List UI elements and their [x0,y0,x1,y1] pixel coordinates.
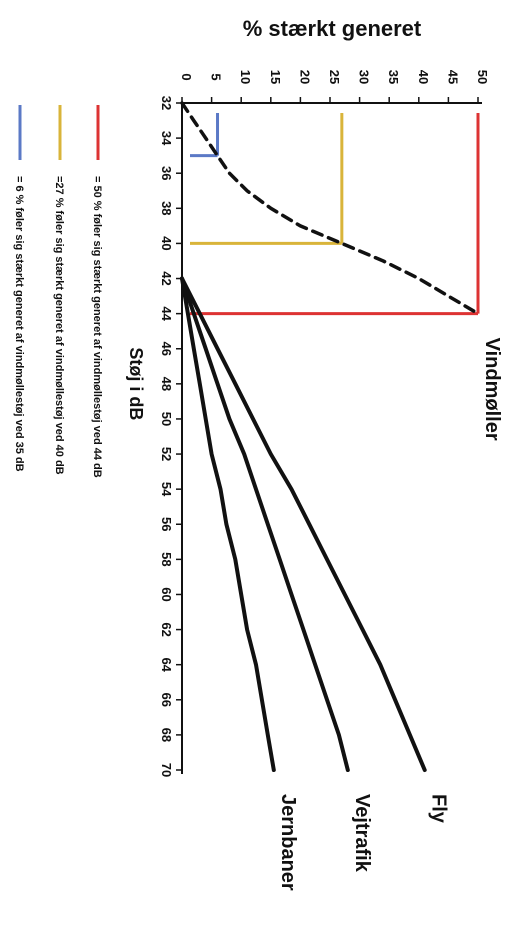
y-tick-label: 45 [445,70,460,84]
x-axis-label: Støj i dB [126,347,146,420]
y-tick-label: 30 [357,70,372,84]
series-label-vindmøller: Vindmøller [481,338,503,441]
x-tick-label: 38 [159,201,174,215]
x-tick-label: 46 [159,342,174,356]
x-tick-label: 42 [159,271,174,285]
legend-text: = 50 % føler sig stærkt generet af vindm… [91,176,103,478]
plot-area: 0 5 10 15 20 25 30 35 40 45 50 32 34 36 38 40 42 44 46 48 50… [159,70,503,891]
y-tick-label: 40 [416,70,431,84]
y-tick-label: 20 [297,70,312,84]
y-tick-label: 10 [238,70,253,84]
x-tick-label: 52 [159,447,174,461]
legend-text: =27 % føler sig stærkt generet af vindmø… [53,176,65,475]
y-tick-label: 25 [327,70,342,84]
x-tick-label: 50 [159,412,174,426]
series-line-vejtrafik [180,276,350,772]
x-tick-label: 56 [159,517,174,531]
x-tick-label: 58 [159,552,174,566]
series-label-vejtrafik: Vejtrafik [351,794,373,873]
x-tick-label: 70 [159,763,174,777]
series-group [180,101,480,772]
series-line-fly [180,276,427,772]
y-tick-label: 50 [475,70,490,84]
chart-title: % stærkt generet [243,16,422,41]
ticks-group: 0 5 10 15 20 25 30 35 40 45 50 32 34 36 38 40 42 44 46 48 50… [159,70,490,777]
x-tick-label: 36 [159,166,174,180]
legend: = 50 % føler sig stærkt generet af vindm… [13,105,103,478]
x-tick-label: 68 [159,728,174,742]
x-tick-label: 48 [159,377,174,391]
x-tick-label: 40 [159,236,174,250]
axes-group [181,102,482,774]
x-tick-label: 64 [159,657,174,672]
series-line-jernbaner [180,276,276,772]
x-tick-label: 32 [159,96,174,110]
series-label-jernbaner: Jernbaner [277,794,299,891]
markers-group [190,113,480,316]
series-labels-group: Vindmøller Fly Vejtrafik Jernbaner [277,338,503,891]
legend-text: = 6 % føler sig stærkt generet af vindmø… [13,176,25,472]
x-tick-label: 60 [159,587,174,601]
series-line-vindmøller [180,101,480,316]
x-tick-label: 66 [159,693,174,707]
y-tick-label: 5 [209,73,224,80]
y-tick-label: 15 [268,70,283,84]
x-tick-label: 34 [159,131,174,146]
series-label-fly: Fly [428,794,450,824]
x-tick-label: 44 [159,306,174,321]
y-tick-label: 0 [179,73,194,80]
y-tick-label: 35 [386,70,401,84]
x-tick-label: 62 [159,622,174,636]
x-tick-label: 54 [159,482,174,497]
